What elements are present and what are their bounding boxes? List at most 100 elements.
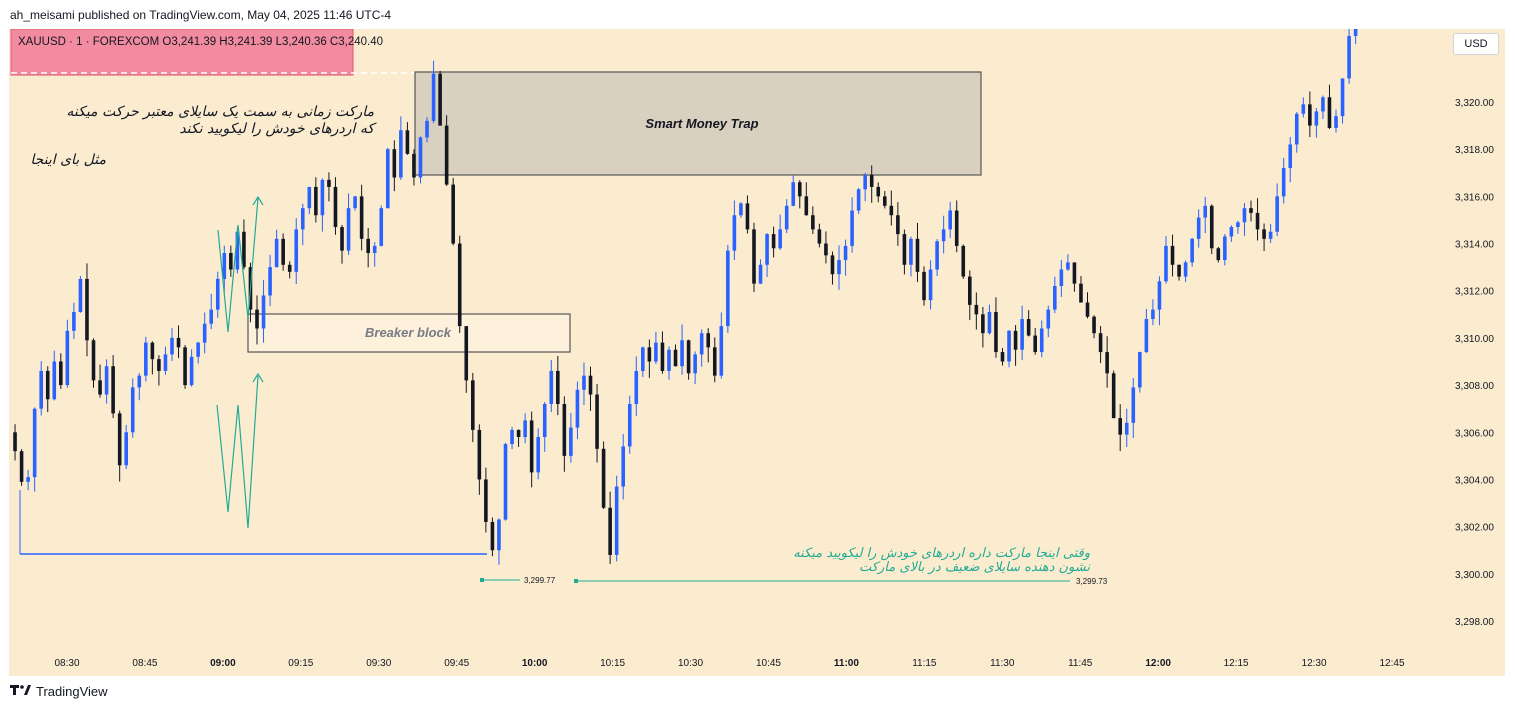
- candle-body: [222, 252, 227, 279]
- candle-body: [804, 196, 809, 216]
- y-tick-label: 3,306.00: [1455, 428, 1494, 439]
- candle-body: [72, 311, 76, 331]
- candle-body: [745, 203, 750, 230]
- candle-body: [189, 356, 194, 386]
- candle-body: [1046, 309, 1051, 329]
- candle-body: [974, 304, 979, 315]
- candle-body: [1007, 330, 1011, 362]
- candle-body: [981, 314, 985, 334]
- candle-body: [144, 342, 148, 376]
- candle-body: [1340, 78, 1345, 117]
- candle-body: [896, 215, 900, 235]
- candle-body: [843, 245, 848, 261]
- candle-body: [954, 210, 959, 246]
- candle-body: [1085, 302, 1090, 317]
- candle-body: [372, 245, 377, 253]
- candle-body: [889, 205, 894, 216]
- candle-body: [562, 403, 567, 456]
- currency-button[interactable]: USD: [1453, 33, 1499, 55]
- candle-body: [1157, 281, 1162, 310]
- candle-body: [647, 347, 652, 362]
- candle-body: [1124, 422, 1129, 435]
- candle-body: [52, 361, 57, 400]
- x-tick-label: 09:30: [366, 658, 391, 669]
- candle-body: [608, 507, 612, 555]
- annotation-top-line-2: که اردرهای خودش را لیکویید نکند: [179, 121, 374, 137]
- candle-body: [359, 196, 364, 239]
- annotation-top-line-1: مارکت زمانی به سمت یک سایلای معتبر حرکت …: [66, 104, 374, 120]
- candle-body: [1223, 236, 1227, 261]
- candle-body: [268, 267, 272, 296]
- candle-body: [157, 359, 161, 371]
- candle-body: [1072, 262, 1077, 284]
- y-tick-label: 3,318.00: [1455, 145, 1494, 156]
- x-tick-label: 12:45: [1379, 658, 1404, 669]
- x-tick-label: 11:15: [912, 658, 937, 669]
- candle-body: [994, 311, 998, 353]
- candle-body: [922, 271, 926, 301]
- candle-body: [202, 323, 207, 343]
- candle-body: [935, 241, 939, 270]
- candlestick-chart[interactable]: 3,298.00 3,300.00 3,302.00 3,304.00 3,306.00…: [9, 29, 1505, 676]
- candle-body: [1229, 227, 1234, 237]
- candle-body: [1164, 245, 1168, 282]
- y-tick-label: 3,314.00: [1455, 240, 1494, 251]
- candle-body: [1144, 319, 1149, 353]
- candle-body: [1242, 208, 1247, 223]
- candle-body: [1111, 373, 1116, 419]
- candle-body: [641, 347, 645, 371]
- candle-body: [320, 179, 325, 216]
- candle-body: [824, 243, 828, 256]
- candle-body: [902, 234, 907, 265]
- candle-body: [451, 184, 455, 244]
- candle-body: [287, 264, 292, 272]
- x-tick-label: 11:00: [834, 658, 859, 669]
- candle-body: [693, 354, 697, 374]
- candle-body: [529, 420, 534, 473]
- candle-body: [915, 238, 920, 272]
- candle-body: [968, 276, 972, 305]
- candle-body: [1092, 316, 1096, 334]
- green-arrow-upper: [252, 195, 264, 206]
- chart-area[interactable]: 3,298.00 3,300.00 3,302.00 3,304.00 3,306.00…: [9, 29, 1505, 676]
- candle-body: [45, 370, 50, 400]
- annotation-top-note: مارکت زمانی به سمت یک سایلای معتبر حرکت …: [14, 104, 374, 138]
- candle-body: [536, 436, 540, 473]
- candle-body: [457, 243, 462, 327]
- footer-brand[interactable]: TradingView: [10, 684, 108, 699]
- candle-body: [255, 309, 259, 329]
- candle-body: [444, 125, 449, 185]
- candle-body: [1183, 262, 1188, 277]
- x-tick-label: 12:00: [1145, 658, 1171, 669]
- candle-body: [1039, 328, 1044, 353]
- candle-body: [706, 333, 711, 348]
- candle-body: [987, 311, 992, 334]
- candle-body: [215, 278, 220, 310]
- candle-body: [1151, 309, 1155, 320]
- x-tick-label: 08:45: [132, 658, 157, 669]
- green-arrow-lower: [252, 372, 264, 383]
- candle-body: [307, 186, 312, 209]
- y-tick-label: 3,308.00: [1455, 381, 1494, 392]
- candle-body: [78, 278, 83, 312]
- candle-body: [621, 446, 626, 487]
- candle-body: [601, 448, 606, 508]
- candle-body: [726, 250, 730, 327]
- candle-body: [431, 73, 436, 121]
- candle-body: [771, 234, 776, 249]
- candle-body: [464, 326, 469, 381]
- candle-body: [111, 366, 115, 414]
- candle-body: [686, 340, 691, 374]
- candle-body: [150, 342, 155, 360]
- candle-body: [170, 337, 174, 355]
- candle-body: [98, 380, 102, 395]
- candle-body: [1203, 205, 1208, 218]
- candle-body: [1334, 116, 1338, 128]
- y-tick-label: 3,300.00: [1455, 570, 1494, 581]
- candle-body: [471, 380, 475, 430]
- candle-body: [732, 215, 737, 251]
- x-tick-label: 09:15: [288, 658, 313, 669]
- x-tick-label: 10:15: [600, 658, 625, 669]
- candle-body: [837, 260, 841, 275]
- candle-body: [797, 182, 802, 197]
